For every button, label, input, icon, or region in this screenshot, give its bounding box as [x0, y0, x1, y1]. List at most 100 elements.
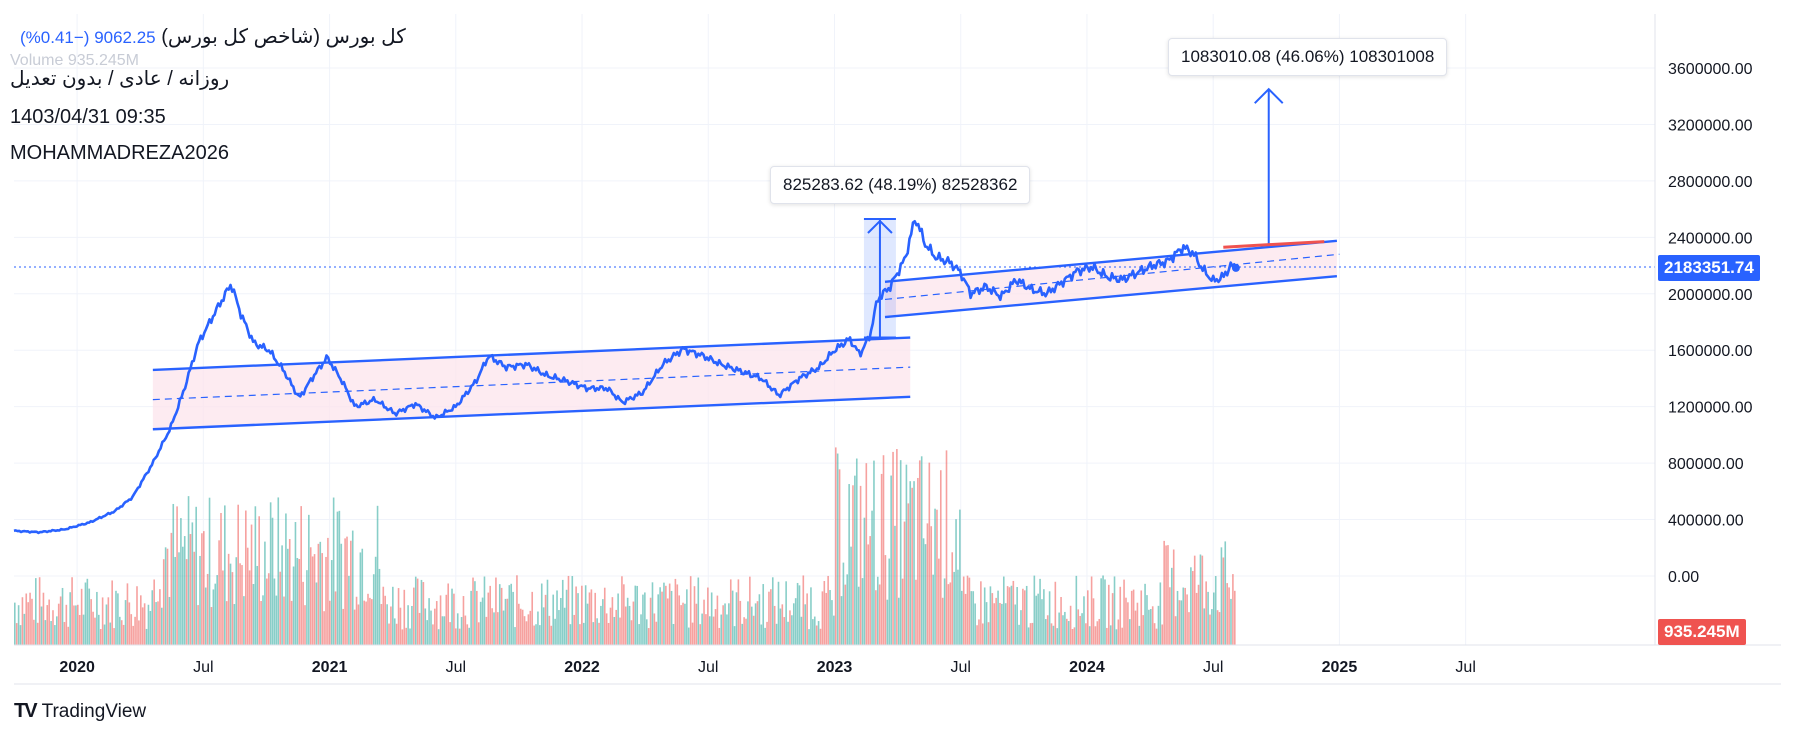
volume-bar	[737, 579, 740, 645]
volume-bar	[548, 615, 551, 645]
volume-bar	[1111, 593, 1114, 645]
volume-bar	[1218, 612, 1221, 645]
volume-bar	[974, 603, 976, 645]
volume-bar	[514, 627, 516, 645]
volume-bar	[722, 605, 724, 645]
volume-bar	[92, 611, 94, 645]
volume-bar	[25, 593, 28, 645]
volume-bar	[27, 602, 29, 645]
volume-bar	[380, 604, 383, 645]
volume-bar	[970, 591, 973, 645]
volume-bar	[560, 597, 562, 645]
volume-bar	[596, 618, 598, 645]
volume-bar	[271, 517, 274, 645]
volume-bar	[172, 503, 175, 645]
x-tick-label: 2025	[1322, 659, 1358, 676]
datetime-label: 1403/04/31 09:35	[10, 106, 166, 128]
volume-bar	[334, 591, 337, 645]
volume-bar	[1165, 545, 1167, 645]
volume-bar	[720, 614, 723, 645]
volume-bar	[48, 599, 50, 645]
volume-bar	[1123, 579, 1125, 645]
volume-bar	[785, 581, 787, 645]
volume-bar	[325, 556, 327, 645]
volume-bar	[563, 607, 566, 645]
volume-bar	[243, 596, 245, 645]
time-axis[interactable]: 2020 Jul 2021 Jul 2022 Jul 2023 Jul 2024 Jul 2025 J…	[59, 659, 1476, 676]
price-axis[interactable]: 0.00 400000.00 800000.00 1200000.00 1600000.…	[1668, 61, 1753, 586]
volume-bar	[653, 613, 656, 645]
volume-bar	[262, 595, 264, 645]
volume-bar	[456, 613, 459, 645]
volume-bar	[1228, 587, 1230, 645]
volume-bar	[388, 623, 390, 645]
volume-bar	[855, 458, 858, 645]
volume-bar	[995, 597, 997, 645]
volume-bar	[663, 582, 665, 645]
target-segment	[1223, 240, 1325, 249]
volume-bar	[848, 484, 850, 645]
volume-bar	[1062, 615, 1064, 645]
volume-bar	[1146, 595, 1148, 645]
volume-bar	[896, 449, 898, 645]
volume-bar	[445, 594, 448, 645]
volume-bar	[50, 621, 52, 645]
volume-bar	[426, 620, 428, 645]
volume-bar	[586, 603, 589, 645]
volume-bar	[754, 603, 757, 645]
y-tick-label: 1600000.00	[1668, 343, 1753, 360]
x-tick-label: 2023	[817, 659, 853, 676]
volume-bar	[510, 583, 513, 645]
author-label: MOHAMMADREZA2026	[10, 142, 229, 164]
volume-bar	[1027, 627, 1030, 645]
volume-bar	[1214, 576, 1217, 645]
volume-bar	[724, 603, 726, 645]
y-tick-label: 0.00	[1668, 569, 1699, 586]
volume-bar	[182, 546, 184, 645]
volume-bar	[561, 579, 564, 645]
volume-bar	[399, 607, 402, 645]
measure-tools[interactable]	[863, 87, 1325, 339]
volume-bar	[815, 625, 818, 645]
volume-bar	[686, 589, 688, 645]
volume-bar	[462, 596, 465, 645]
volume-bar	[678, 595, 681, 645]
volume-bar	[73, 605, 75, 645]
volume-bar	[634, 585, 637, 645]
volume-bar	[783, 617, 786, 645]
volume-bar	[483, 576, 486, 645]
volume-bar	[187, 496, 190, 645]
volume-bar	[930, 526, 933, 645]
volume-bar	[819, 628, 822, 645]
volume-bar	[336, 511, 339, 645]
volume-bar	[1012, 580, 1015, 645]
volume-bar	[428, 598, 430, 645]
volume-bar	[1016, 587, 1018, 645]
volume-bar	[353, 609, 356, 645]
volume-bar	[401, 629, 404, 645]
volume-bar	[897, 597, 900, 645]
volume-bar	[1222, 557, 1225, 645]
volume-bar	[798, 585, 801, 645]
volume-bar	[134, 616, 136, 645]
volume-bar	[477, 622, 480, 645]
volume-bar	[917, 477, 919, 645]
volume-bar	[632, 601, 635, 645]
volume-bar	[298, 559, 301, 645]
volume-bar	[350, 540, 352, 645]
volume-bar	[140, 595, 142, 645]
volume-bar	[951, 552, 954, 645]
symbol-title[interactable]: کل بورس (شاخص کل بورس) 9062.25 (−0.41%)	[10, 24, 406, 49]
volume-bar	[252, 584, 255, 645]
volume-bar	[1220, 547, 1223, 645]
volume-bar	[623, 584, 625, 645]
volume-bar	[825, 592, 828, 645]
volume-bar	[109, 622, 112, 645]
volume-bar	[120, 620, 123, 645]
volume-bar	[676, 584, 679, 645]
volume-bar	[867, 544, 870, 645]
volume-bar	[214, 583, 217, 645]
volume-bar	[707, 587, 709, 645]
tradingview-brand[interactable]: TV TradingView	[14, 700, 146, 723]
